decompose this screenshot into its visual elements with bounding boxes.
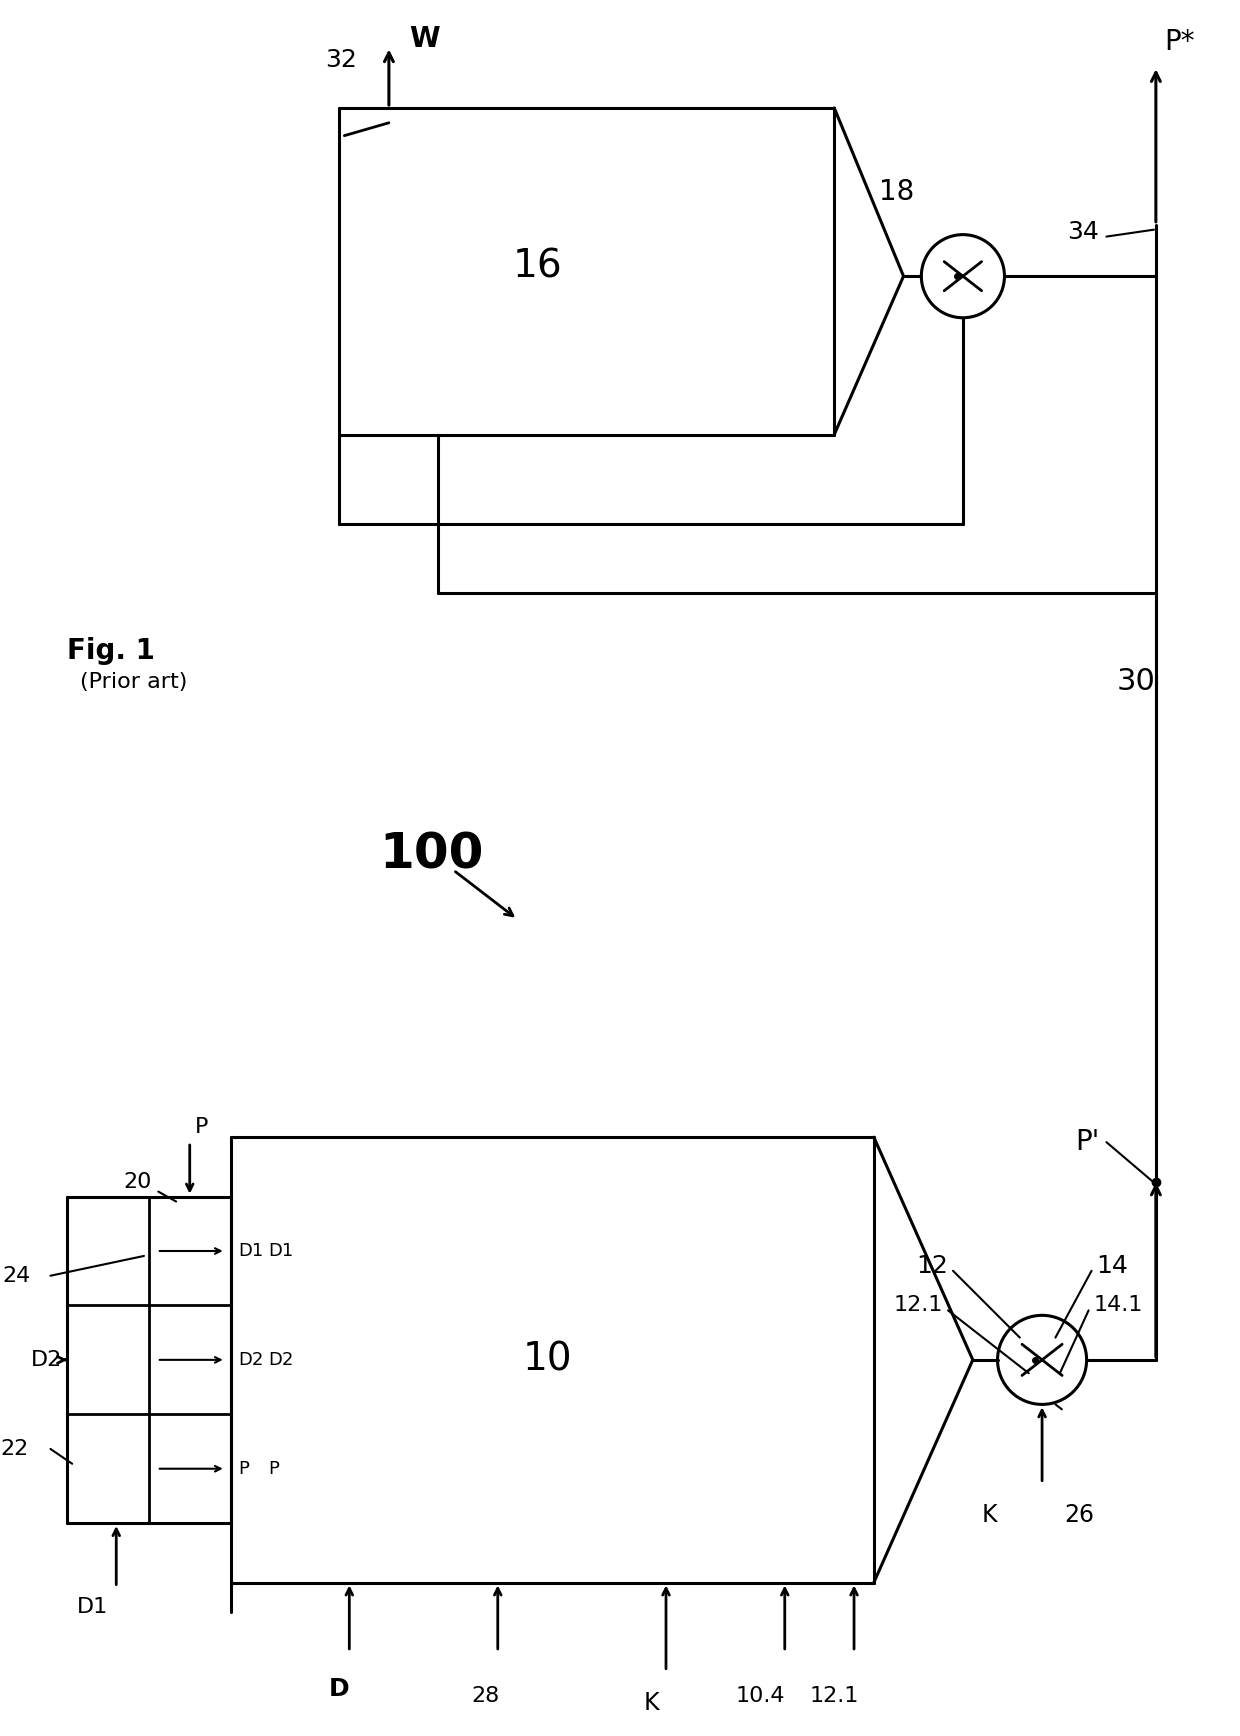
Text: 100: 100 <box>379 830 484 878</box>
Text: K: K <box>644 1691 658 1715</box>
Text: 12.1: 12.1 <box>810 1686 859 1706</box>
Text: 14.1: 14.1 <box>1094 1295 1143 1316</box>
Text: 20: 20 <box>123 1172 151 1191</box>
Text: D2: D2 <box>31 1351 62 1370</box>
Text: 32: 32 <box>325 49 357 73</box>
Text: P: P <box>268 1460 279 1477</box>
Text: 16: 16 <box>512 247 562 285</box>
Text: K: K <box>982 1503 997 1528</box>
Text: W: W <box>409 24 439 52</box>
Text: D2: D2 <box>238 1351 264 1370</box>
Text: 26: 26 <box>1064 1503 1094 1528</box>
Text: D1: D1 <box>268 1241 294 1260</box>
Text: 24: 24 <box>2 1266 31 1286</box>
Text: D2: D2 <box>268 1351 294 1370</box>
Text: P: P <box>195 1118 208 1137</box>
Text: (Prior art): (Prior art) <box>81 672 187 693</box>
Text: 18: 18 <box>879 179 914 207</box>
Text: P*: P* <box>1164 28 1194 57</box>
Text: 30: 30 <box>1116 667 1156 696</box>
Text: Fig. 1: Fig. 1 <box>67 637 155 665</box>
Text: 22: 22 <box>0 1439 29 1458</box>
Text: 10: 10 <box>522 1340 572 1378</box>
Text: 28: 28 <box>471 1686 500 1706</box>
Text: P: P <box>238 1460 249 1477</box>
Text: 12: 12 <box>916 1253 949 1278</box>
Text: D: D <box>329 1677 350 1701</box>
Text: 10.4: 10.4 <box>735 1686 785 1706</box>
Text: 14: 14 <box>1096 1253 1128 1278</box>
Text: P': P' <box>1075 1128 1100 1156</box>
Text: D1: D1 <box>77 1597 108 1618</box>
Text: 12.1: 12.1 <box>894 1295 944 1316</box>
Text: D1: D1 <box>238 1241 264 1260</box>
Text: 34: 34 <box>1068 220 1100 243</box>
